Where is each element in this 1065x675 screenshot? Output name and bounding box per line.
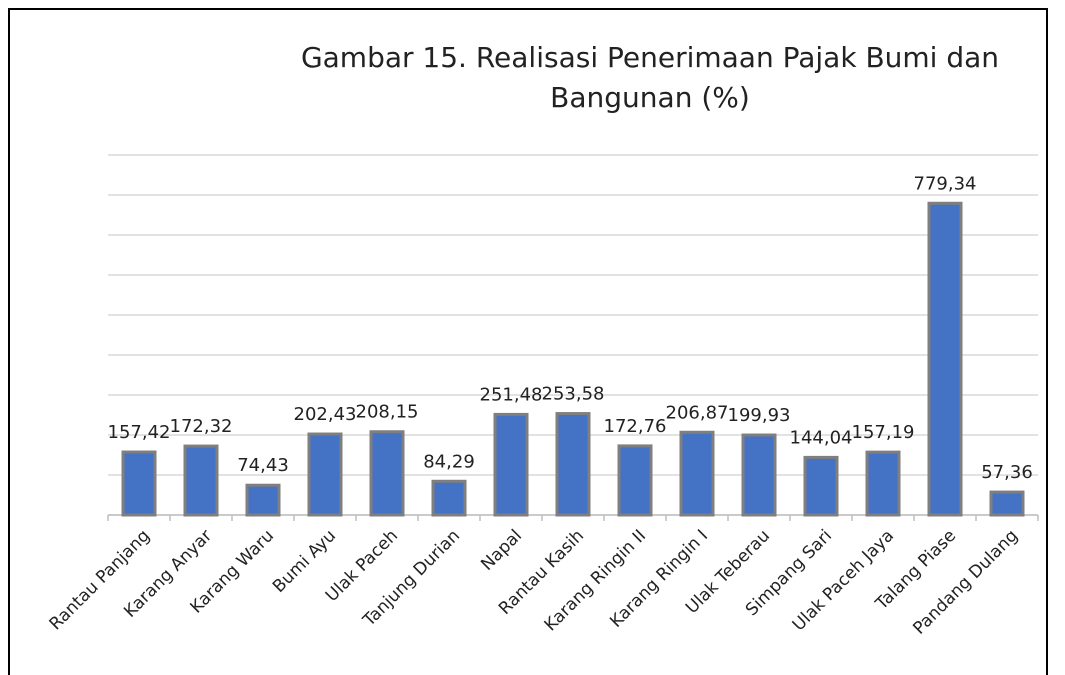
bar [989,490,1025,517]
data-label: 57,36 [981,462,1033,483]
frame [8,8,1048,675]
bar [679,430,715,517]
data-label: 74,43 [237,455,289,476]
bar [493,412,529,517]
bar [803,455,839,517]
bar [617,444,653,517]
data-label: 144,04 [790,427,853,448]
data-label: 172,76 [604,416,667,437]
data-label: 779,34 [914,173,977,194]
bar [431,479,467,517]
bar [307,432,343,517]
x-tick-label: Napal [477,526,526,575]
bar [865,450,901,517]
bar [245,483,281,517]
bar [741,433,777,517]
data-label: 157,42 [108,422,171,443]
data-label: 202,43 [294,404,357,425]
data-label: 84,29 [423,451,475,472]
data-label: 172,32 [170,416,233,437]
chart-title: Gambar 15. Realisasi Penerimaan Pajak Bu… [300,41,1000,114]
bar [927,201,963,517]
data-label: 208,15 [356,402,419,423]
bar [555,412,591,517]
bar [369,430,405,517]
data-label: 253,58 [542,384,605,405]
data-label: 206,87 [666,402,729,423]
x-tick-label: Pandang Dulang [909,526,1022,639]
data-label: 199,93 [728,405,791,426]
data-label: 251,48 [480,384,543,405]
bar [121,450,157,517]
bar [183,444,219,517]
data-label: 157,19 [852,422,915,443]
